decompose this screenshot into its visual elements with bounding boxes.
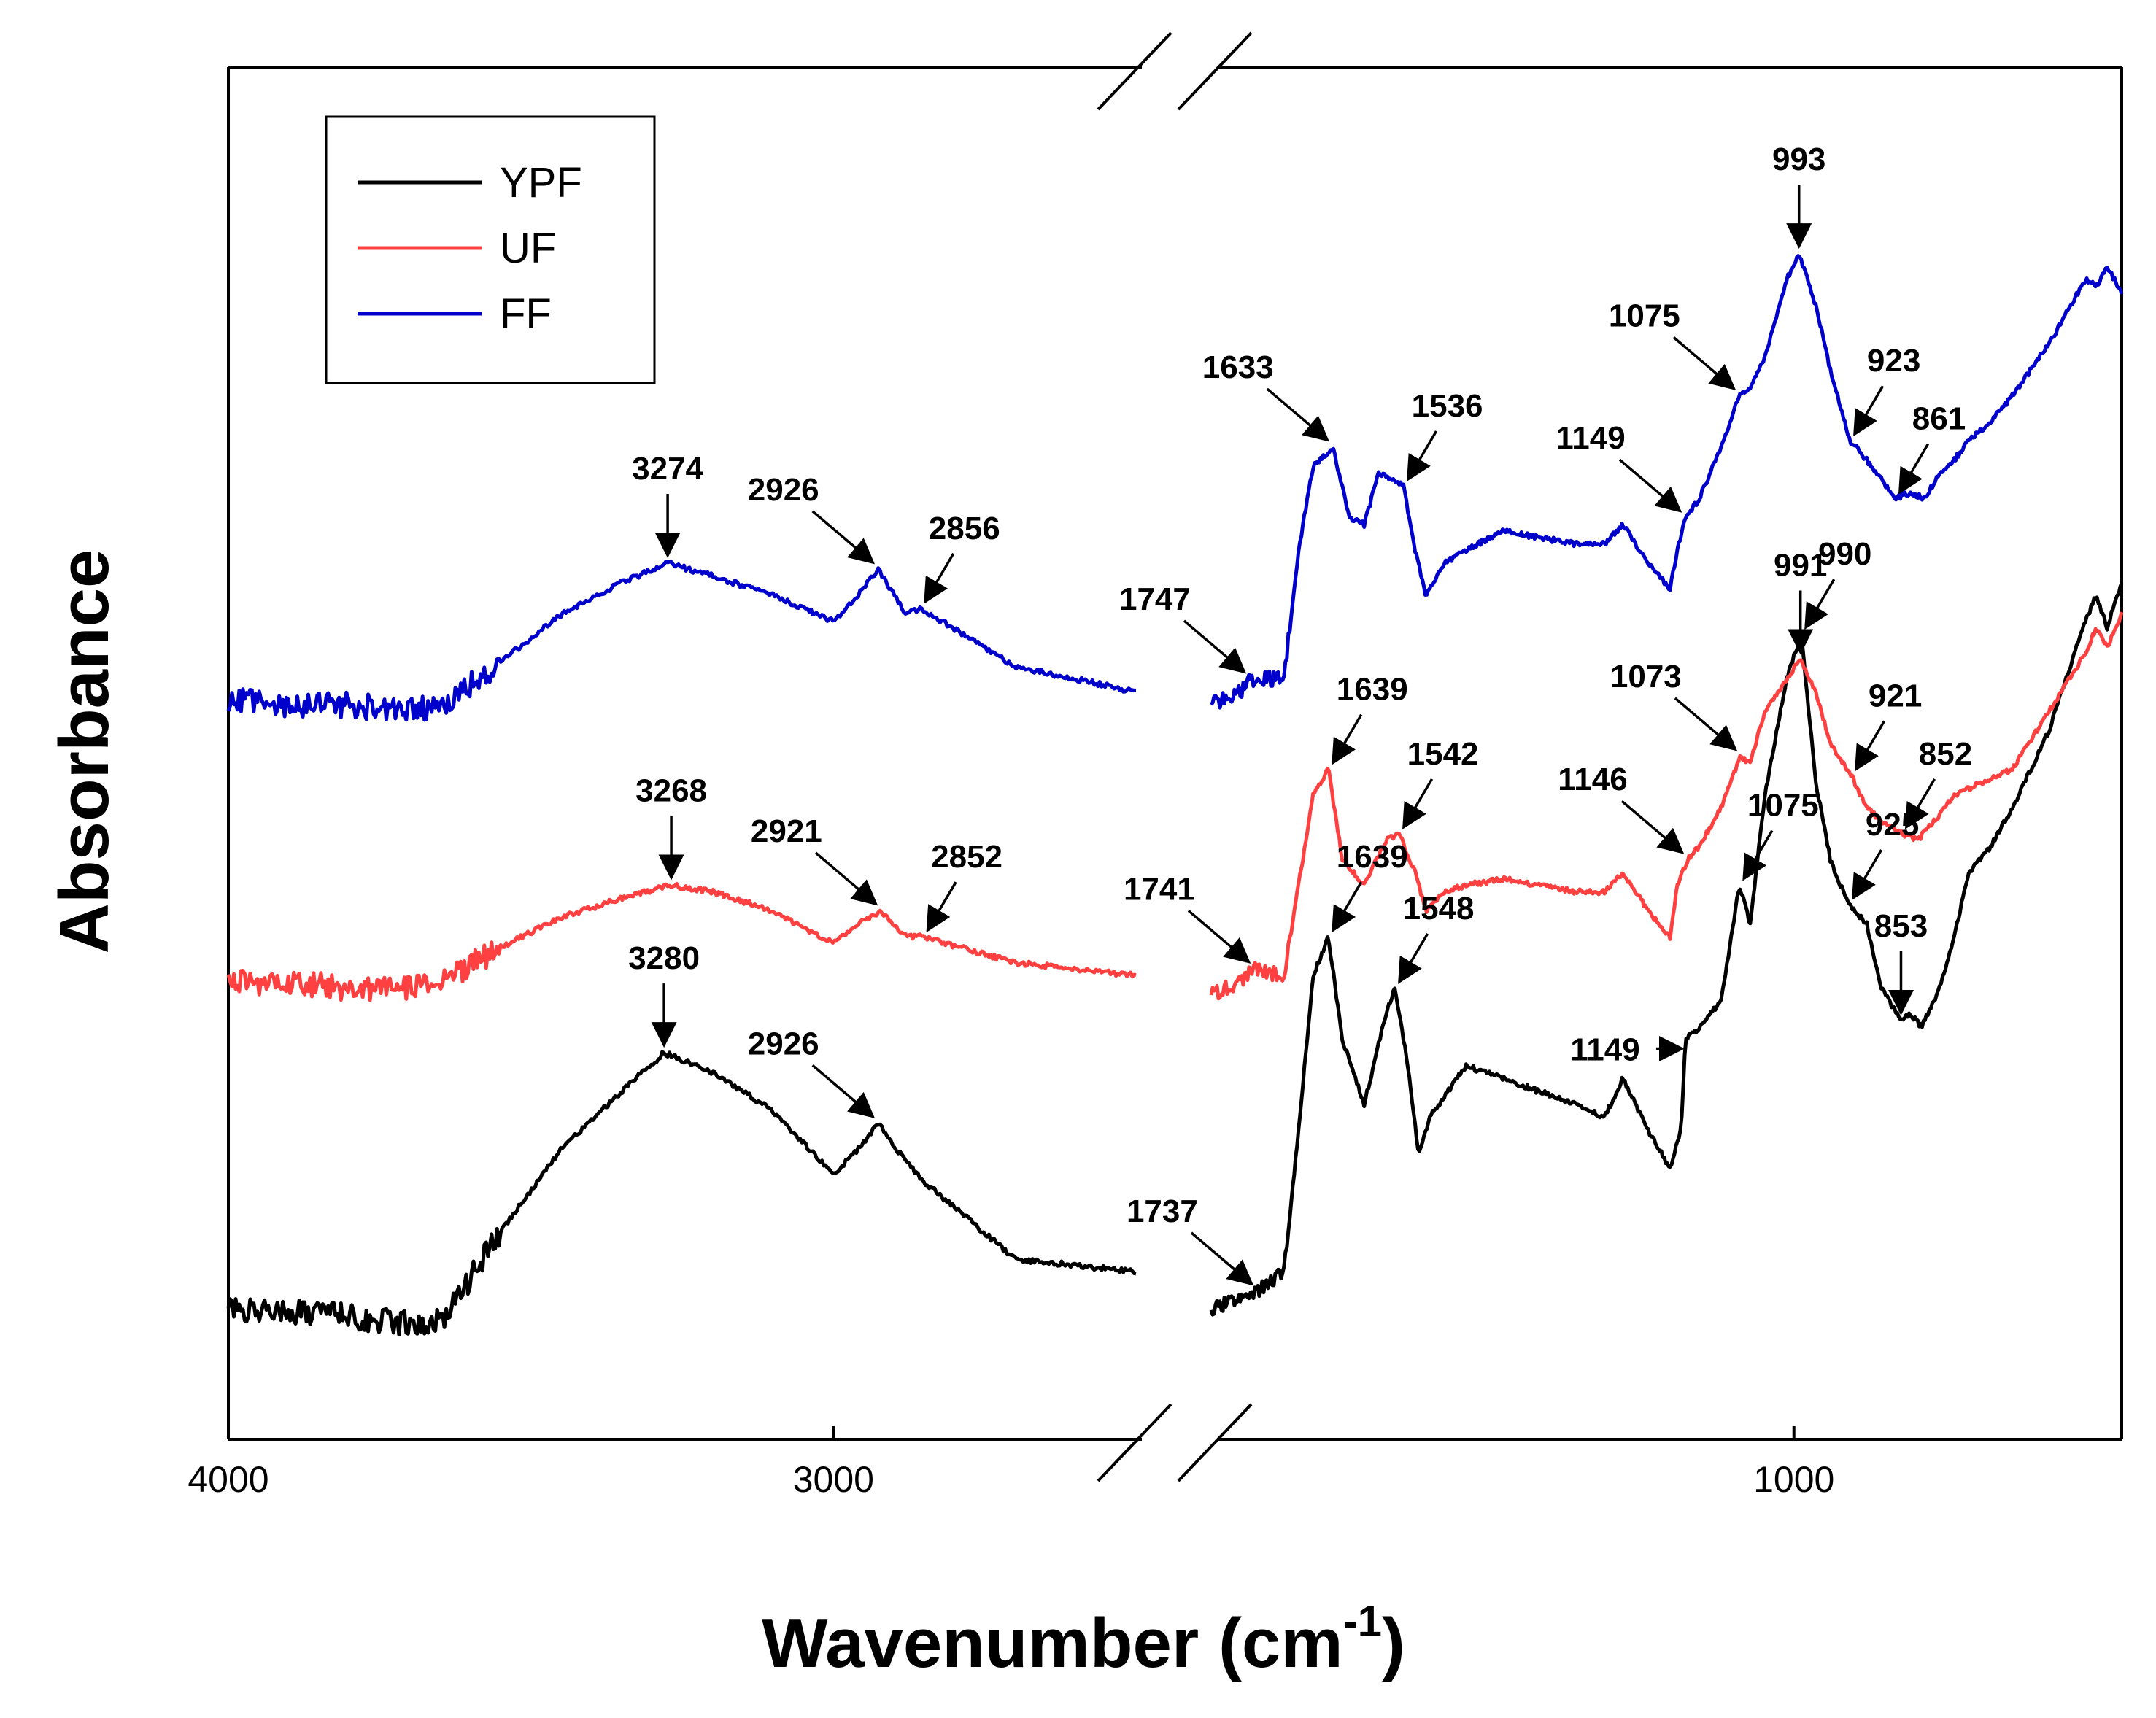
peak-label: 1633	[1202, 349, 1274, 385]
peak-label: 2926	[748, 472, 819, 508]
peak-label: 1639	[1337, 672, 1408, 708]
x-tick-label: 3000	[793, 1459, 874, 1500]
peak-label: 861	[1912, 401, 1966, 437]
peak-label: 2852	[931, 839, 1002, 875]
peak-label: 1548	[1403, 891, 1475, 926]
peak-arrow	[1855, 720, 1886, 772]
peak-arrow	[1852, 849, 1883, 901]
peak-annotations: 3274 2926 2856 1747 1633 1536 1149 1075 993 923 86…	[628, 142, 1972, 1286]
peak-label: 1146	[1558, 762, 1627, 797]
peak-arrow	[926, 881, 957, 933]
peak-label: 3274	[632, 451, 703, 487]
peak-label: 991	[1774, 547, 1827, 583]
y-axis-title: Absorbance	[45, 549, 123, 954]
peak-label: 3268	[635, 773, 707, 809]
axis-break-top	[1097, 31, 1253, 111]
x-axis-title-sup: -1	[1343, 1597, 1382, 1646]
peak-arrow	[1674, 697, 1738, 751]
peak-arrow	[1402, 778, 1434, 829]
series-line-ypf-low	[1209, 582, 2124, 1317]
peak-label: 1075	[1609, 298, 1680, 333]
plot-frame	[227, 66, 2123, 1441]
legend-label-ff: FF	[500, 290, 552, 338]
peak-label: 2921	[751, 813, 822, 849]
peak-label: 852	[1919, 736, 1972, 772]
peak-label: 2926	[748, 1026, 819, 1061]
series-line-uf-high	[226, 881, 1137, 1002]
legend: YPF UF FF	[325, 115, 656, 384]
peak-label: 1741	[1124, 871, 1195, 907]
peak-arrow	[811, 1064, 876, 1118]
axis-break-bottom	[1097, 1403, 1253, 1482]
x-axis-title-main: Wavenumber (cm	[762, 1604, 1343, 1682]
peak-label: 1536	[1412, 388, 1483, 424]
peak-arrow	[1620, 800, 1685, 854]
peak-label: 853	[1874, 908, 1928, 944]
series-line-uf-low	[1209, 611, 2124, 1001]
peak-arrow	[1266, 387, 1330, 442]
peak-label: 1075	[1747, 788, 1819, 824]
series-line-ypf-high	[226, 1050, 1137, 1337]
peak-label: 1747	[1119, 581, 1191, 617]
peak-arrow	[811, 510, 876, 565]
peak-label: 923	[1867, 343, 1920, 379]
peak-label: 1639	[1337, 839, 1408, 875]
peak-label: 1149	[1556, 420, 1625, 456]
peak-arrow	[1742, 829, 1774, 881]
x-ticks: 4000 3000 1000	[188, 1426, 1834, 1500]
peak-label: 993	[1772, 142, 1825, 177]
series-layer	[226, 254, 2124, 1337]
series-line-ff-low	[1210, 254, 2124, 710]
peak-arrow	[1398, 932, 1429, 984]
peak-arrow	[1332, 713, 1363, 765]
peak-arrow	[1904, 778, 1936, 829]
peak-label: 1149	[1570, 1032, 1639, 1067]
x-tick-label: 1000	[1753, 1459, 1834, 1500]
peak-arrow	[924, 552, 955, 604]
peak-label: 925	[1866, 807, 1919, 843]
x-axis-title: Wavenumber (cm-1)	[762, 1597, 1405, 1682]
legend-label-uf: UF	[500, 225, 556, 272]
peak-arrow	[1332, 881, 1363, 933]
peak-label: 3280	[628, 940, 700, 976]
legend-items: YPF UF FF	[358, 159, 582, 338]
peak-arrow	[1853, 385, 1885, 437]
peak-label: 1542	[1407, 736, 1479, 772]
peak-arrow	[1672, 336, 1736, 390]
peak-arrow	[814, 851, 878, 906]
x-tick-label: 4000	[188, 1459, 268, 1500]
x-axis-title-close: )	[1382, 1604, 1405, 1682]
peak-label: 921	[1869, 678, 1922, 713]
peak-label: 1073	[1610, 659, 1682, 694]
peak-arrow	[1407, 430, 1438, 482]
series-line-ff-high	[226, 560, 1136, 722]
peak-arrow	[1190, 1231, 1254, 1286]
legend-label-ypf: YPF	[500, 159, 582, 206]
peak-arrow	[1618, 458, 1682, 513]
peak-arrow	[1183, 619, 1247, 674]
peak-arrow	[1898, 443, 1930, 495]
peak-arrow	[1187, 910, 1251, 964]
peak-arrow	[1804, 579, 1836, 630]
peak-label: 1737	[1127, 1193, 1198, 1229]
peak-label: 990	[1818, 536, 1871, 572]
peak-label: 2856	[929, 511, 1000, 546]
